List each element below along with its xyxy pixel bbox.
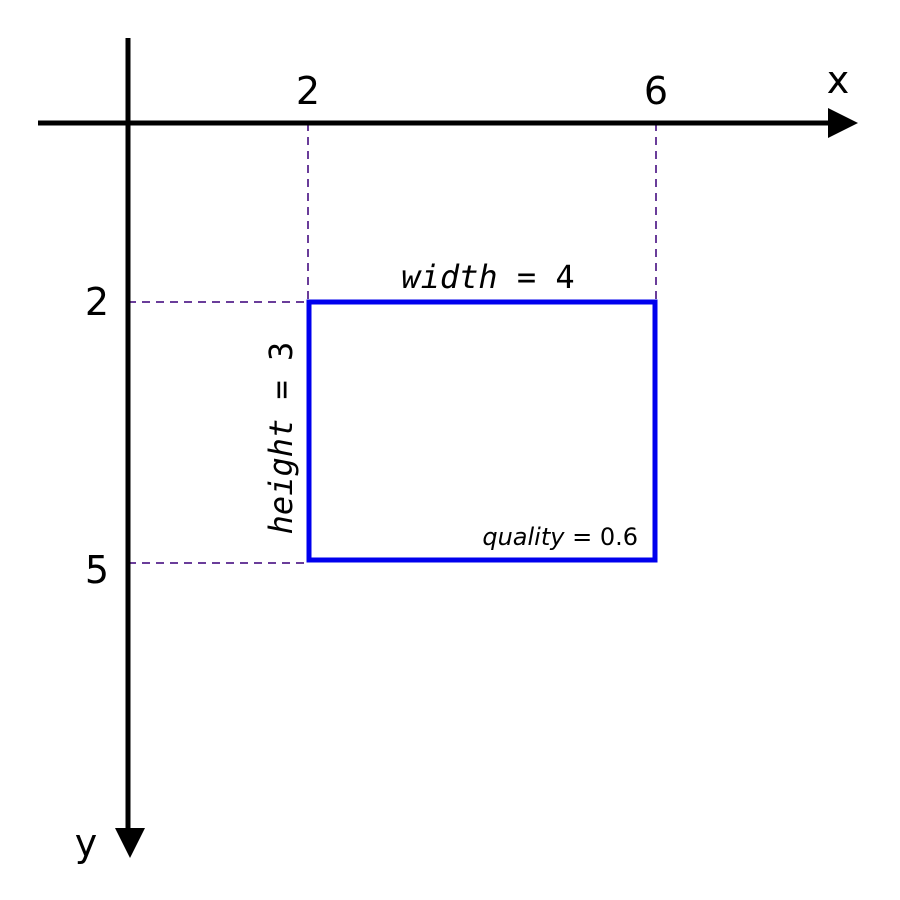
height-annotation: height = 3 bbox=[262, 342, 300, 535]
y-tick-label: 2 bbox=[85, 280, 109, 324]
quality-annotation: quality = 0.6 bbox=[482, 523, 638, 551]
height-variable: height bbox=[262, 419, 300, 535]
y-axis-label: y bbox=[75, 821, 98, 865]
y-axis-arrowhead bbox=[115, 828, 145, 858]
width-value: = 4 bbox=[498, 258, 575, 296]
bounding-box bbox=[306, 299, 658, 563]
quality-variable: quality bbox=[482, 523, 565, 551]
x-tick-label: 6 bbox=[644, 69, 668, 113]
guide-lines bbox=[128, 123, 657, 564]
x-axis-label: x bbox=[827, 58, 850, 102]
y-tick-label: 5 bbox=[85, 548, 109, 592]
x-axis-arrowhead bbox=[828, 108, 858, 138]
quality-value: = 0.6 bbox=[564, 523, 638, 551]
height-value: = 3 bbox=[262, 342, 300, 419]
x-tick-label: 2 bbox=[296, 69, 320, 113]
width-annotation: width = 4 bbox=[401, 258, 574, 296]
width-variable: width bbox=[401, 258, 497, 296]
